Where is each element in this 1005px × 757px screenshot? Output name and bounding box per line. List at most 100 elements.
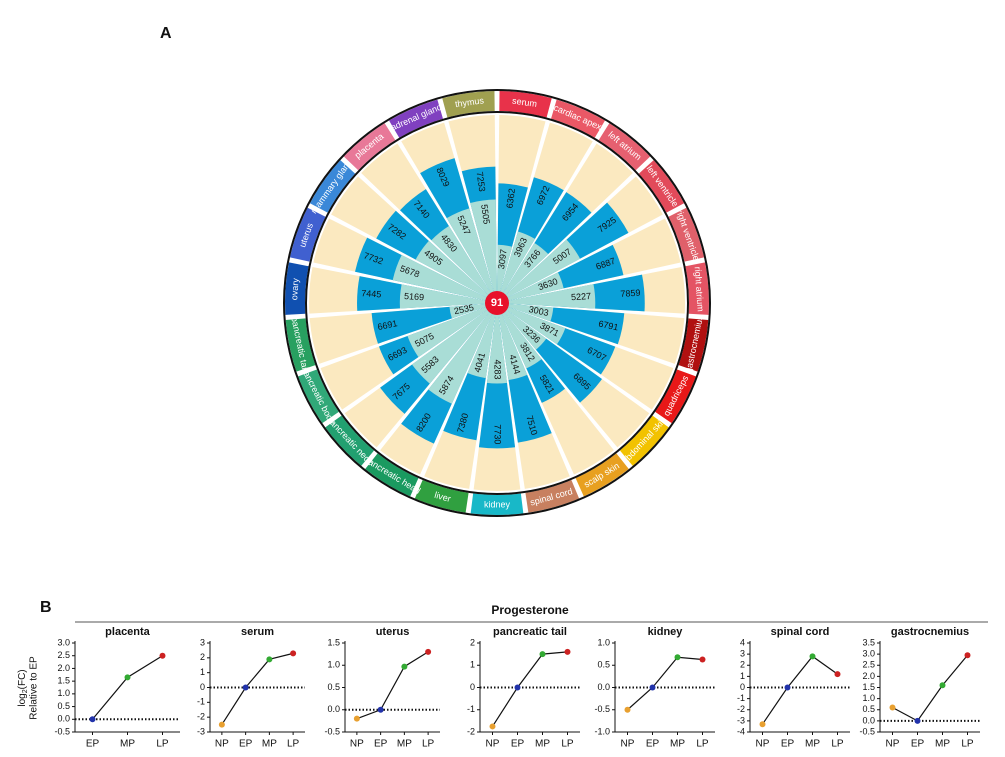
inner-bar bbox=[497, 303, 547, 350]
tissue-ring bbox=[309, 160, 356, 213]
x-tick-label: NP bbox=[756, 739, 770, 750]
tissue-ring bbox=[678, 318, 709, 372]
tissue-ring bbox=[325, 415, 375, 466]
inner-bar bbox=[497, 303, 566, 345]
tissue-ring bbox=[285, 262, 309, 315]
value-label: 3003 bbox=[528, 304, 550, 318]
tissue-ring bbox=[289, 207, 326, 262]
y-axis-label: log2(FC) bbox=[17, 669, 29, 706]
inner-bar bbox=[497, 284, 596, 309]
data-point bbox=[266, 656, 273, 663]
data-point bbox=[124, 674, 131, 681]
y-tick-label: 1.0 bbox=[327, 660, 340, 670]
inner-bar bbox=[497, 272, 564, 303]
data-point bbox=[290, 650, 297, 657]
inner-bar bbox=[497, 242, 549, 303]
y-tick-label: 2.0 bbox=[862, 671, 875, 681]
y-tick-label: -2 bbox=[467, 726, 475, 736]
data-point bbox=[242, 684, 249, 691]
panel-label: A bbox=[160, 25, 172, 42]
inner-bar bbox=[399, 284, 497, 309]
x-tick-label: MP bbox=[262, 739, 277, 750]
data-point bbox=[539, 651, 546, 658]
value-label: 5227 bbox=[571, 291, 592, 302]
y-tick-label: -1 bbox=[737, 693, 745, 703]
x-tick-label: EP bbox=[239, 739, 253, 750]
y-tick-label: -3 bbox=[197, 726, 205, 736]
value-label: 7730 bbox=[493, 424, 503, 444]
y-tick-label: 3.0 bbox=[57, 637, 70, 647]
value-label: 3097 bbox=[496, 249, 509, 270]
tissue-ring bbox=[525, 480, 580, 513]
tissue-label: ovary bbox=[289, 277, 301, 300]
x-tick-label: MP bbox=[805, 739, 820, 750]
y-tick-label: 1.5 bbox=[57, 676, 70, 686]
y-tick-label: 1 bbox=[740, 671, 745, 681]
x-tick-label: LP bbox=[696, 739, 709, 750]
y-tick-label: 3 bbox=[740, 649, 745, 659]
value-label: 5169 bbox=[404, 291, 425, 302]
tissue-ring bbox=[343, 123, 396, 171]
y-axis-label: Relative to EP bbox=[29, 656, 40, 720]
data-point bbox=[624, 706, 631, 713]
data-line bbox=[221, 652, 294, 725]
data-point bbox=[699, 656, 706, 663]
y-tick-label: 4 bbox=[740, 637, 745, 647]
tissue-ring bbox=[551, 99, 605, 138]
data-point bbox=[377, 706, 384, 713]
y-tick-label: -0.5 bbox=[54, 726, 70, 736]
y-tick-label: 0.0 bbox=[327, 704, 340, 714]
data-point bbox=[425, 648, 432, 655]
panel-label: B bbox=[40, 599, 52, 616]
y-tick-label: 1.0 bbox=[597, 637, 610, 647]
value-label: 7253 bbox=[475, 171, 488, 192]
x-tick-label: LP bbox=[961, 739, 974, 750]
y-tick-label: 1.5 bbox=[327, 637, 340, 647]
tissue-ring bbox=[470, 493, 524, 516]
inner-bar bbox=[497, 303, 528, 381]
tissue-label: right atrium bbox=[693, 266, 706, 312]
data-point bbox=[809, 653, 816, 660]
y-tick-label: 1.0 bbox=[57, 688, 70, 698]
y-tick-label: 2 bbox=[470, 637, 475, 647]
y-tick-label: 0.5 bbox=[327, 682, 340, 692]
y-tick-label: 0 bbox=[740, 682, 745, 692]
y-label-part: log bbox=[17, 693, 28, 706]
y-tick-label: 3.5 bbox=[862, 637, 875, 647]
x-tick-label: EP bbox=[86, 739, 100, 750]
y-tick-label: 2.5 bbox=[862, 660, 875, 670]
center-dot bbox=[485, 291, 509, 315]
chart-title: kidney bbox=[648, 626, 684, 638]
y-tick-label: 0.5 bbox=[57, 701, 70, 711]
inner-bar bbox=[415, 240, 497, 303]
tissue-ring bbox=[365, 453, 419, 497]
y-tick-label: -1 bbox=[467, 704, 475, 714]
y-tick-label: 1 bbox=[200, 667, 205, 677]
data-line bbox=[627, 656, 703, 711]
x-tick-label: NP bbox=[350, 739, 364, 750]
data-point bbox=[674, 654, 681, 661]
x-tick-label: LP bbox=[422, 739, 435, 750]
y-tick-label: 1.5 bbox=[862, 682, 875, 692]
inner-bar bbox=[428, 303, 497, 404]
inner-bar bbox=[446, 208, 497, 303]
y-tick-label: -1 bbox=[197, 697, 205, 707]
y-tick-label: 2 bbox=[200, 652, 205, 662]
data-point bbox=[784, 684, 791, 691]
x-tick-label: EP bbox=[646, 739, 660, 750]
data-point bbox=[514, 684, 521, 691]
value-label: 7859 bbox=[620, 288, 641, 299]
y-tick-label: 2.5 bbox=[57, 650, 70, 660]
chart-title: gastrocnemius bbox=[891, 626, 969, 638]
y-tick-label: -2 bbox=[737, 704, 745, 714]
x-tick-label: MP bbox=[535, 739, 550, 750]
inner-bar bbox=[431, 225, 497, 303]
chart-title: placenta bbox=[105, 626, 151, 638]
y-tick-label: 2.0 bbox=[57, 663, 70, 673]
y-tick-label: 0.0 bbox=[862, 715, 875, 725]
tissue-ring bbox=[442, 91, 495, 118]
data-point bbox=[759, 721, 766, 728]
y-tick-label: 2 bbox=[740, 660, 745, 670]
data-point bbox=[914, 717, 921, 724]
